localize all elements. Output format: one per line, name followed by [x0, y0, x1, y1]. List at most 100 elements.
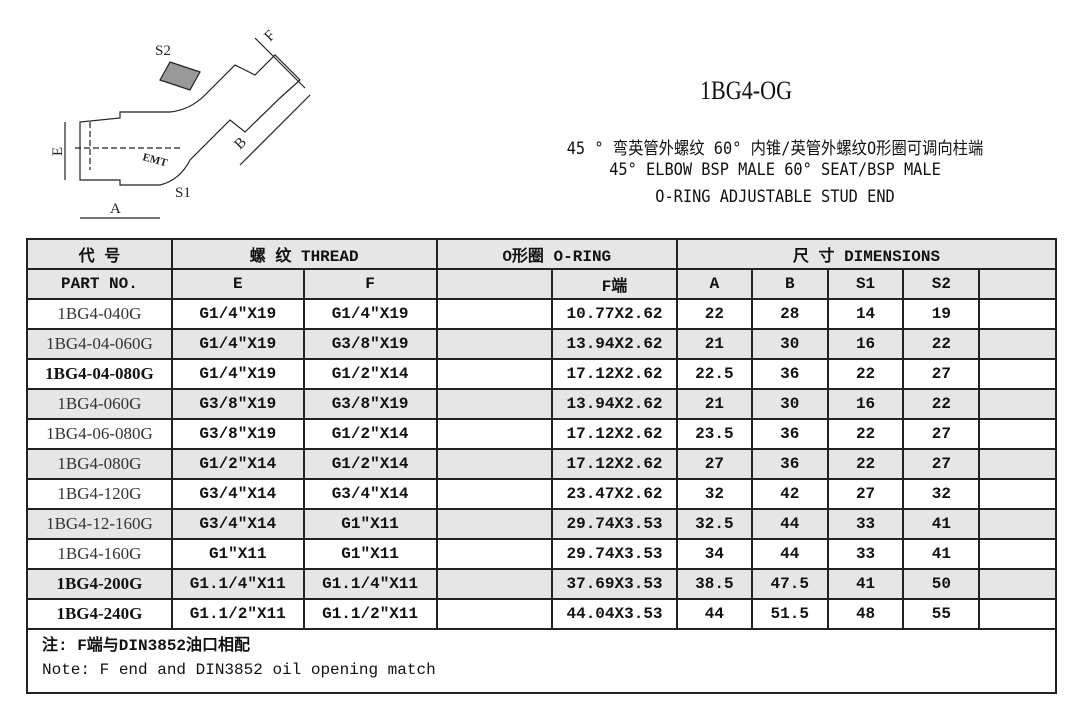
cell-part: 1BG4-12-160G [26, 508, 173, 540]
cell-blank [435, 418, 554, 450]
cell-extra [978, 298, 1057, 330]
cell-part: 1BG4-240G [26, 598, 173, 630]
cell-s2: 55 [902, 598, 981, 630]
subtitle-cn: 45 ° 弯英管外螺纹 60° 内锥/英管外螺纹O形圈可调向柱端 [566, 139, 984, 159]
cell-a: 38.5 [675, 568, 753, 600]
table-row: 1BG4-040G G1/4″X19 G1/4″X19 10.77X2.62 22 28 1… [26, 298, 1057, 330]
cell-a: 22.5 [675, 358, 753, 390]
cell-e: G3/8″X19 [170, 418, 305, 450]
cell-f: G1/2″X14 [302, 418, 438, 450]
cell-s1: 33 [826, 508, 905, 540]
cell-blank [435, 328, 554, 360]
header-a: A [675, 268, 753, 300]
table-row: 1BG4-120G G3/4″X14 G3/4″X14 23.47X2.62 32 42 2… [26, 478, 1057, 510]
cell-f: G3/8″X19 [302, 388, 438, 420]
label-e: E [50, 147, 66, 156]
header-f-end: F端 [551, 268, 678, 300]
cell-b: 36 [750, 358, 829, 390]
cell-extra [978, 538, 1057, 570]
cell-e: G3/4″X14 [170, 478, 305, 510]
cell-b: 30 [750, 328, 829, 360]
cell-s2: 27 [902, 358, 981, 390]
note-en: Note: F end and DIN3852 oil opening matc… [42, 661, 436, 679]
cell-f: G1/2″X14 [302, 358, 438, 390]
table-row: 1BG4-160G G1″X11 G1″X11 29.74X3.53 34 44 33 41 [26, 538, 1057, 570]
cell-fend: 44.04X3.53 [551, 598, 678, 630]
cell-e: G1.1/2″X11 [170, 598, 305, 630]
cell-s1: 33 [826, 538, 905, 570]
table-row: 1BG4-12-160G G3/4″X14 G1″X11 29.74X3.53 32.5… [26, 508, 1057, 540]
header-code: 代 号 [26, 238, 173, 270]
cell-part: 1BG4-120G [26, 478, 173, 510]
cell-s2: 22 [902, 388, 981, 420]
cell-s2: 27 [902, 418, 981, 450]
cell-e: G1/4″X19 [170, 298, 305, 330]
cell-extra [978, 448, 1057, 480]
cell-s2: 50 [902, 568, 981, 600]
cell-extra [978, 358, 1057, 390]
table-row: 1BG4-04-060G G1/4″X19 G3/8″X19 13.94X2.62 21… [26, 328, 1057, 360]
cell-b: 44 [750, 508, 829, 540]
cell-extra [978, 388, 1057, 420]
cell-s2: 41 [902, 538, 981, 570]
cell-part: 1BG4-200G [26, 568, 173, 600]
cell-s2: 22 [902, 328, 981, 360]
cell-b: 30 [750, 388, 829, 420]
cell-blank [435, 508, 554, 540]
cell-a: 32 [675, 478, 753, 510]
table-row: 1BG4-200G G1.1/4″X11 G1.1/4″X11 37.69X3.53 3… [26, 568, 1057, 600]
cell-extra [978, 598, 1057, 630]
label-b: B [232, 134, 250, 152]
cell-s1: 41 [826, 568, 905, 600]
header-b: B [750, 268, 829, 300]
cell-fend: 29.74X3.53 [551, 508, 678, 540]
table-row: 1BG4-060G G3/8″X19 G3/8″X19 13.94X2.62 21 30 1… [26, 388, 1057, 420]
cell-e: G1/2″X14 [170, 448, 305, 480]
cell-s1: 22 [826, 418, 905, 450]
table-row: 1BG4-240G G1.1/2″X11 G1.1/2″X11 44.04X3.53 4… [26, 598, 1057, 630]
fitting-body [79, 54, 301, 186]
header-part-no: PART NO. [26, 268, 173, 300]
cell-a: 21 [675, 388, 753, 420]
cell-fend: 23.47X2.62 [551, 478, 678, 510]
cell-s2: 19 [902, 298, 981, 330]
cell-blank [435, 388, 554, 420]
cell-s2: 32 [902, 478, 981, 510]
cell-e: G1.1/4″X11 [170, 568, 305, 600]
cell-f: G3/8″X19 [302, 328, 438, 360]
header-e: E [170, 268, 305, 300]
cell-blank [435, 538, 554, 570]
cell-e: G3/8″X19 [170, 388, 305, 420]
product-code-title: 1BG4-OG [700, 76, 793, 105]
cell-f: G3/4″X14 [302, 478, 438, 510]
cell-b: 44 [750, 538, 829, 570]
header-s1: S1 [826, 268, 905, 300]
cell-b: 36 [750, 448, 829, 480]
cell-blank [435, 568, 554, 600]
cell-s2: 27 [902, 448, 981, 480]
cell-blank [435, 448, 554, 480]
cell-f: G1/2″X14 [302, 448, 438, 480]
cell-fend: 13.94X2.62 [551, 388, 678, 420]
label-a: A [110, 201, 121, 217]
cell-part: 1BG4-060G [26, 388, 173, 420]
table-row: 1BG4-04-080G G1/4″X19 G1/2″X14 17.12X2.62 22… [26, 358, 1057, 390]
subtitle-en-2: O-RING ADJUSTABLE STUD END [655, 187, 895, 207]
cell-blank [435, 358, 554, 390]
cell-fend: 37.69X3.53 [551, 568, 678, 600]
cell-s1: 48 [826, 598, 905, 630]
header-blank [435, 268, 554, 300]
header-oring: O形圈 O-RING [435, 238, 678, 270]
cell-extra [978, 478, 1057, 510]
cell-s1: 14 [826, 298, 905, 330]
fitting-drawing: S2 F E B S1 A EMT [50, 28, 311, 219]
cell-a: 21 [675, 328, 753, 360]
cell-extra [978, 418, 1057, 450]
cell-fend: 10.77X2.62 [551, 298, 678, 330]
spec-table: 代 号 螺 纹 THREAD O形圈 O-RING 尺 寸 DIMENSIONS… [26, 238, 1058, 694]
cell-fend: 13.94X2.62 [551, 328, 678, 360]
table-row: 1BG4-06-080G G3/8″X19 G1/2″X14 17.12X2.62 23… [26, 418, 1057, 450]
cell-s1: 22 [826, 358, 905, 390]
cell-part: 1BG4-080G [26, 448, 173, 480]
cell-part: 1BG4-04-060G [26, 328, 173, 360]
